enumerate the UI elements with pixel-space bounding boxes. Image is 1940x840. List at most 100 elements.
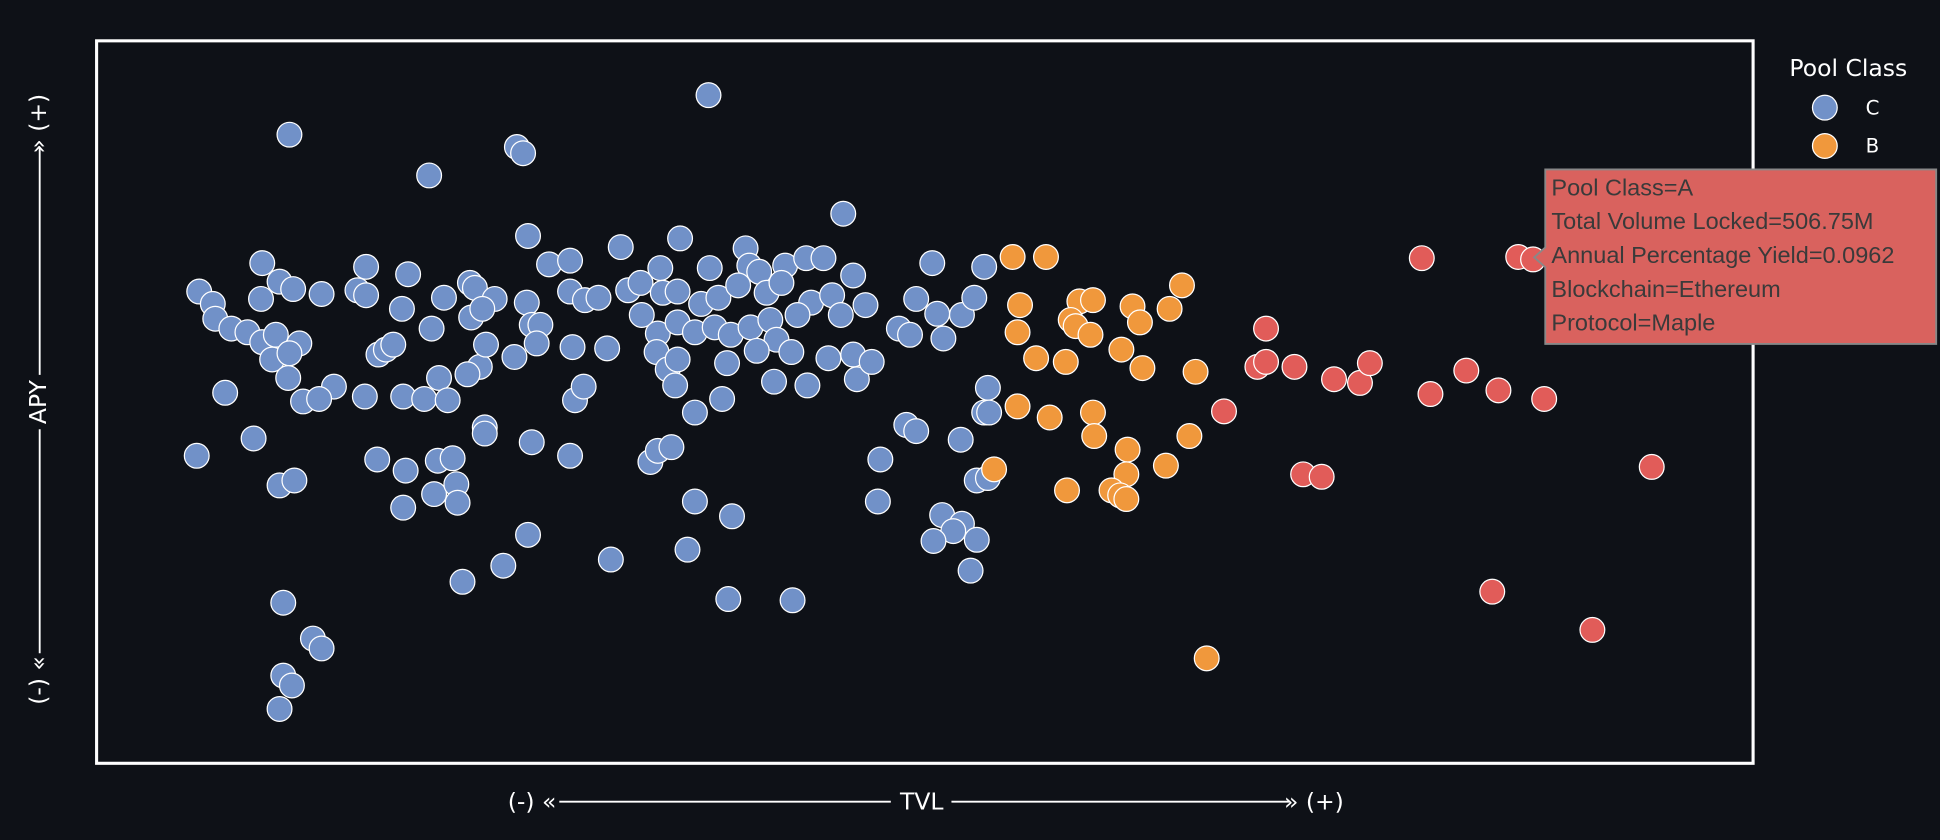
point <box>249 250 276 277</box>
point <box>840 262 867 289</box>
point <box>1023 345 1050 372</box>
point <box>681 399 708 426</box>
point <box>454 361 481 388</box>
point <box>240 425 267 452</box>
point <box>1485 377 1512 404</box>
point <box>778 339 805 366</box>
point <box>924 300 951 327</box>
point <box>395 261 422 288</box>
point <box>1079 287 1106 314</box>
point <box>1168 272 1195 299</box>
point <box>725 272 752 299</box>
point <box>471 420 498 447</box>
point <box>1453 357 1480 384</box>
point <box>1253 348 1280 375</box>
legend-label: C <box>1866 96 1880 119</box>
point <box>1004 319 1031 346</box>
point <box>380 331 407 358</box>
point <box>719 503 745 530</box>
tooltip: Pool Class=A Total Volume Locked=506.75M A… <box>1532 168 1938 345</box>
point <box>743 337 770 364</box>
point <box>276 340 303 367</box>
point <box>974 374 1001 401</box>
point <box>864 488 891 515</box>
tooltip-line: Pool Class=A <box>1551 174 1693 200</box>
point <box>903 418 930 445</box>
point <box>852 292 879 319</box>
x-axis-max-label: » (+) <box>1284 787 1344 815</box>
tooltip-line: Protocol=Maple <box>1551 310 1715 336</box>
legend-marker <box>1811 132 1838 159</box>
marks <box>183 82 1665 722</box>
point <box>444 489 471 516</box>
point <box>421 481 448 508</box>
point <box>830 200 857 227</box>
point <box>1408 245 1435 272</box>
point <box>810 245 837 272</box>
point <box>306 385 333 412</box>
point <box>843 366 870 393</box>
point <box>585 284 612 311</box>
point <box>1129 355 1156 382</box>
point <box>628 302 655 328</box>
point <box>957 557 984 584</box>
legend-title: Pool Class <box>1789 54 1907 82</box>
point <box>434 387 461 414</box>
point <box>903 285 930 312</box>
point <box>1033 243 1059 270</box>
point <box>559 334 586 361</box>
point <box>867 446 894 473</box>
point <box>1081 423 1108 450</box>
point <box>353 253 380 280</box>
point <box>1036 404 1063 431</box>
y-axis-min-label: (-) « <box>24 656 52 705</box>
point <box>1479 578 1506 605</box>
point <box>1054 477 1080 504</box>
point <box>308 281 335 307</box>
point <box>557 247 584 274</box>
legend-marker <box>1811 94 1838 121</box>
point <box>858 348 885 375</box>
point <box>961 284 988 311</box>
point <box>1193 645 1220 672</box>
point <box>281 467 308 494</box>
point <box>674 536 701 563</box>
point <box>469 295 496 322</box>
point <box>1114 436 1141 463</box>
point <box>280 276 307 303</box>
point <box>1531 385 1558 412</box>
point <box>1176 423 1203 450</box>
point <box>1356 350 1383 377</box>
point <box>1182 358 1209 385</box>
point <box>1126 309 1153 336</box>
tooltip-line: Total Volume Locked=506.75M <box>1551 208 1873 234</box>
legend-label: B <box>1866 135 1880 158</box>
point <box>971 253 998 280</box>
point <box>930 325 957 352</box>
point <box>715 586 742 613</box>
point <box>411 385 438 412</box>
point <box>827 302 854 328</box>
point <box>662 372 689 399</box>
point <box>439 445 466 472</box>
point <box>1253 315 1280 342</box>
point <box>784 302 811 328</box>
y-axis: (-) « APY » (+) <box>24 94 52 705</box>
point <box>1321 366 1348 393</box>
point <box>416 162 443 189</box>
point <box>1638 453 1665 480</box>
point <box>270 589 297 616</box>
point <box>390 494 417 521</box>
point <box>501 343 528 370</box>
point <box>627 269 654 296</box>
point <box>714 350 741 377</box>
point <box>212 379 239 406</box>
point <box>518 429 545 456</box>
point <box>768 269 795 296</box>
point <box>430 284 457 311</box>
point <box>353 282 380 309</box>
point <box>1108 336 1135 363</box>
point <box>761 368 788 395</box>
